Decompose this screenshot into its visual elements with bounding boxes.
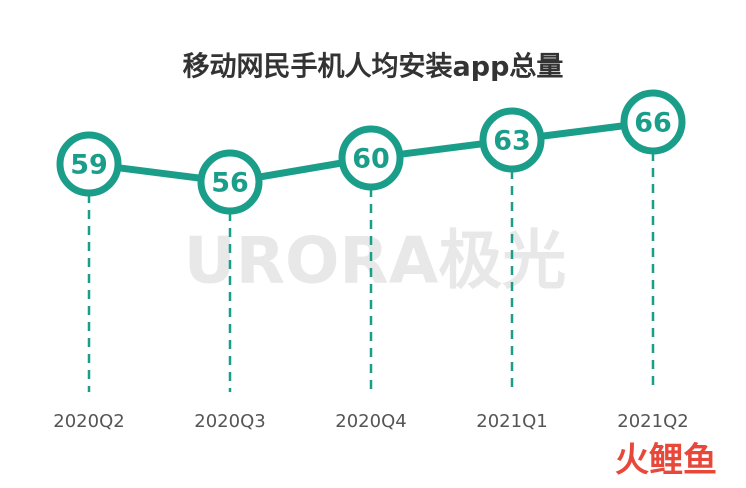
x-tick-label: 2020Q3 <box>194 411 265 432</box>
point <box>197 149 263 215</box>
chart-title: 移动网民手机人均安装app总量 <box>183 52 564 83</box>
data-label: 63 <box>493 126 531 157</box>
logo: 火鲤鱼 <box>615 441 717 481</box>
watermark: URORA极光 <box>184 225 566 299</box>
data-label: 66 <box>634 108 672 139</box>
point <box>338 125 404 191</box>
x-tick-label: 2021Q1 <box>476 411 547 432</box>
data-label: 56 <box>211 168 249 199</box>
point <box>479 107 545 173</box>
x-tick-label: 2020Q4 <box>335 411 406 432</box>
x-tick-label: 2021Q2 <box>617 411 688 432</box>
point <box>620 89 686 155</box>
data-label: 59 <box>70 150 108 181</box>
data-label: 60 <box>352 144 390 175</box>
point <box>56 131 122 197</box>
x-tick-label: 2020Q2 <box>53 411 124 432</box>
